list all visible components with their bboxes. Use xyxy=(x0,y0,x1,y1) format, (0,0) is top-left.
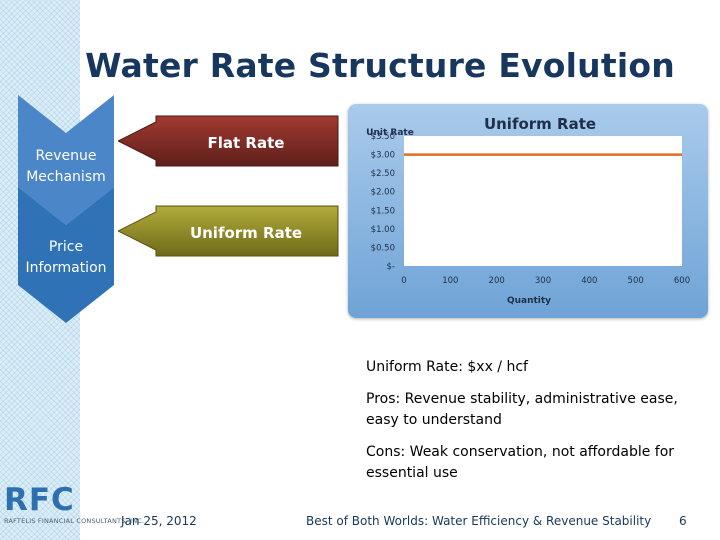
y-tick-label: $- xyxy=(387,262,395,272)
y-tick-label: $2.00 xyxy=(371,188,395,198)
y-tick-label: $0.50 xyxy=(371,243,395,253)
y-tick-label: $3.00 xyxy=(371,151,395,161)
arrow-label-uniform-rate: Uniform Rate xyxy=(189,224,303,242)
chevron-label-revenue: Revenue Mechanism xyxy=(26,148,106,185)
y-tick-label: $1.50 xyxy=(371,206,395,216)
x-tick-label: 100 xyxy=(442,276,458,286)
uniform-rate-definition: Uniform Rate: $xx / hcf xyxy=(366,359,528,375)
arrow-flat-rate xyxy=(118,115,339,167)
arrow-group xyxy=(118,115,339,257)
plot-area xyxy=(404,136,682,266)
slide-number: 6 xyxy=(679,514,687,528)
arrow-uniform-rate xyxy=(118,205,339,257)
footer-date: Jan 25, 2012 xyxy=(121,514,197,528)
y-tick-label: $3.50 xyxy=(371,132,395,142)
cons-text: Cons: Weak conservation, not affordable … xyxy=(366,444,675,481)
chart-panel: Uniform Rate Unit Rate Quantity $- $0.50 $… xyxy=(348,104,708,318)
chevron-price-information xyxy=(18,187,114,323)
x-tick-label: 400 xyxy=(581,276,597,286)
chevron-stack xyxy=(18,95,114,323)
x-axis-label: Quantity xyxy=(507,296,551,306)
y-axis-label: Unit Rate xyxy=(366,128,414,138)
chart-title: Uniform Rate xyxy=(484,115,596,133)
x-tick-label: 600 xyxy=(674,276,690,286)
x-tick-label: 500 xyxy=(628,276,644,286)
logo-letters: RFC xyxy=(4,482,75,518)
rfc-logo: RFC RAFTELIS FINANCIAL CONSULTANTS, INC. xyxy=(4,482,145,525)
slide-title: Water Rate Structure Evolution xyxy=(85,46,675,85)
logo-subtitle: RAFTELIS FINANCIAL CONSULTANTS, INC. xyxy=(4,517,145,525)
x-tick-label: 0 xyxy=(401,276,406,286)
footer-caption: Best of Both Worlds: Water Efficiency & … xyxy=(306,514,652,528)
y-tick-label: $2.50 xyxy=(371,169,395,179)
x-tick-label: 300 xyxy=(535,276,551,286)
uniform-rate-chart: Uniform Rate Unit Rate Quantity $- $0.50 $… xyxy=(366,115,690,306)
chevron-label-price: Price Information xyxy=(25,239,107,276)
pros-text: Pros: Revenue stability, administrative … xyxy=(366,391,678,428)
arrow-label-flat-rate: Flat Rate xyxy=(207,134,285,152)
y-tick-label: $1.00 xyxy=(371,225,395,235)
chevron-revenue-mechanism xyxy=(18,95,114,225)
x-tick-label: 200 xyxy=(489,276,505,286)
